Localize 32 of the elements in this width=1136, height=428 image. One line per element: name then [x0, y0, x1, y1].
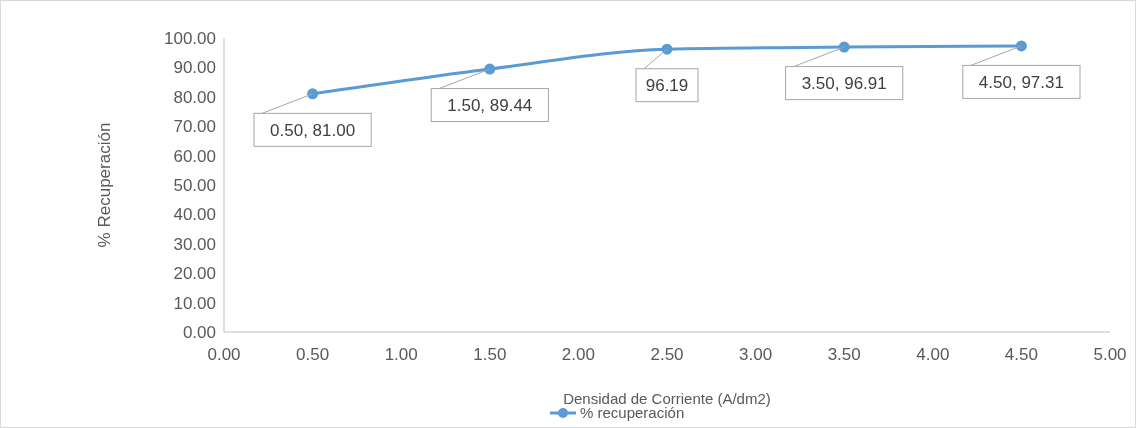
x-tick-label: 2.00 — [561, 345, 595, 364]
x-tick-label: 0.00 — [207, 345, 241, 364]
data-label: 96.19 — [645, 76, 689, 96]
x-tick-label: 1.00 — [384, 345, 418, 364]
point — [307, 88, 319, 100]
y-tick-label: 80.00 — [173, 87, 216, 107]
x-tick-label: 4.50 — [1004, 345, 1038, 364]
data-label: 0.50, 81.00 — [270, 120, 356, 140]
x-tick-label: 4.00 — [916, 345, 950, 364]
y-tick-label: 30.00 — [173, 234, 216, 254]
legend-label: % recuperación — [580, 404, 685, 421]
point — [1015, 40, 1027, 52]
x-tick-label: 2.50 — [650, 345, 684, 364]
data-label: 3.50, 96.91 — [801, 74, 887, 94]
y-tick-label: 0.00 — [182, 323, 216, 342]
data-label: 4.50, 97.31 — [978, 72, 1064, 92]
x-tick-label: 1.50 — [473, 345, 507, 364]
data-label: 1.50, 89.44 — [447, 96, 533, 116]
y-axis-title: % Recuperación — [95, 122, 114, 248]
y-tick-label: 40.00 — [173, 205, 216, 225]
x-tick-label: 3.50 — [827, 345, 861, 364]
x-tick-label: 5.00 — [1093, 345, 1127, 364]
x-axis-title: Densidad de Corriente (A/dm2) — [563, 390, 771, 407]
y-tick-label: 50.00 — [173, 176, 216, 195]
x-tick-label: 3.00 — [739, 345, 773, 364]
y-tick-label: 20.00 — [173, 264, 216, 284]
y-tick-label: 10.00 — [173, 293, 216, 313]
y-tick-label: 60.00 — [173, 146, 216, 166]
y-tick-label: 100.00 — [164, 29, 216, 48]
y-tick-label: 90.00 — [173, 58, 216, 78]
x-tick-label: 0.50 — [296, 345, 330, 364]
y-tick-label: 70.00 — [173, 117, 216, 137]
